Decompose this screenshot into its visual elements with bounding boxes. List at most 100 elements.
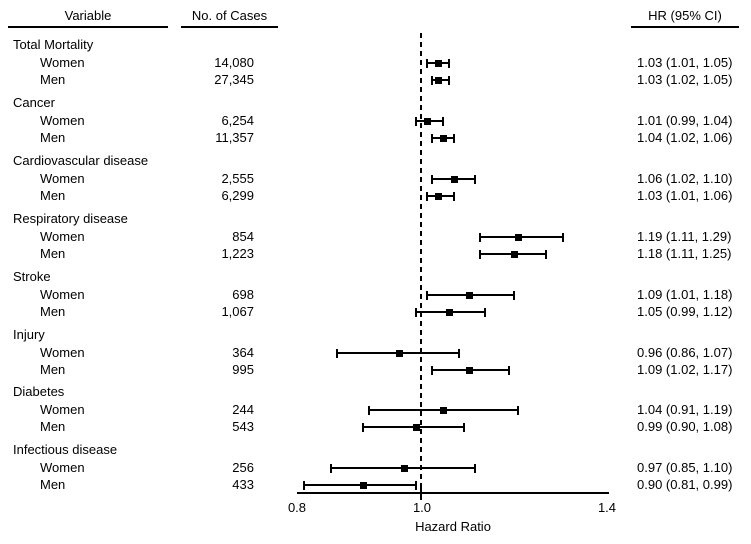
row-hr-value: 1.03 (1.02, 1.05) <box>637 72 733 87</box>
column-header-cases: No. of Cases <box>181 5 278 28</box>
column-header-hr: HR (95% CI) <box>631 5 739 28</box>
ci-cap-left <box>431 175 433 184</box>
row-cases-value: 6,299 <box>221 188 254 203</box>
group-label: Stroke <box>13 269 51 284</box>
x-axis-tick-label-1.4: 1.4 <box>597 500 617 515</box>
ci-cap-right <box>562 233 564 242</box>
row-cases-value: 11,357 <box>215 130 254 145</box>
ci-cap-right <box>453 192 455 201</box>
row-sex-label: Women <box>40 287 85 302</box>
row-hr-value: 1.06 (1.02, 1.10) <box>637 171 733 186</box>
row-hr-value: 1.18 (1.11, 1.25) <box>637 246 732 261</box>
row-cases-value: 995 <box>232 362 254 377</box>
group-label: Cardiovascular disease <box>13 153 149 168</box>
row-hr-value: 0.97 (0.85, 1.10) <box>637 460 733 475</box>
ci-cap-right <box>517 406 519 415</box>
row-cases-value: 27,345 <box>214 72 254 87</box>
point-estimate-marker <box>466 292 473 299</box>
row-hr-value: 1.04 (0.91, 1.19) <box>637 402 733 417</box>
point-estimate-marker <box>396 350 403 357</box>
point-estimate-marker <box>435 77 442 84</box>
row-sex-label: Women <box>40 171 85 186</box>
row-cases-value: 2,555 <box>221 171 254 186</box>
ci-cap-right <box>453 134 455 143</box>
row-sex-label: Men <box>40 130 66 145</box>
x-axis-line <box>297 492 609 494</box>
x-axis-tick-1.0 <box>420 485 422 500</box>
row-hr-value: 1.05 (0.99, 1.12) <box>637 304 733 319</box>
row-cases-value: 14,080 <box>214 55 254 70</box>
ci-cap-left <box>336 349 338 358</box>
point-estimate-marker <box>401 465 408 472</box>
ci-cap-right <box>415 481 417 490</box>
ci-line <box>480 236 564 238</box>
ci-cap-right <box>442 117 444 126</box>
ci-cap-left <box>368 406 370 415</box>
point-estimate-marker <box>440 407 447 414</box>
row-sex-label: Men <box>40 362 66 377</box>
ci-cap-right <box>474 464 476 473</box>
row-hr-value: 1.09 (1.02, 1.17) <box>637 362 733 377</box>
ci-cap-right <box>448 59 450 68</box>
ci-cap-left <box>431 76 433 85</box>
row-sex-label: Men <box>40 304 66 319</box>
ci-cap-left <box>330 464 332 473</box>
row-hr-value: 1.09 (1.01, 1.18) <box>637 287 733 302</box>
row-sex-label: Men <box>40 419 66 434</box>
row-cases-value: 256 <box>232 460 254 475</box>
group-label: Diabetes <box>13 384 65 399</box>
ci-cap-left <box>426 59 428 68</box>
row-sex-label: Women <box>40 402 85 417</box>
column-header-variable: Variable <box>8 5 168 28</box>
row-sex-label: Women <box>40 345 85 360</box>
group-label: Cancer <box>13 95 55 110</box>
ci-cap-left <box>426 192 428 201</box>
group-label: Injury <box>13 327 45 342</box>
point-estimate-marker <box>435 60 442 67</box>
point-estimate-marker <box>435 193 442 200</box>
row-sex-label: Women <box>40 460 85 475</box>
row-cases-value: 1,223 <box>221 246 254 261</box>
ci-cap-right <box>448 76 450 85</box>
ci-cap-left <box>303 481 305 490</box>
row-sex-label: Women <box>40 55 85 70</box>
ci-cap-right <box>458 349 460 358</box>
x-axis-tick-label-1.0: 1.0 <box>412 500 432 515</box>
point-estimate-marker <box>446 309 453 316</box>
row-hr-value: 1.19 (1.11, 1.29) <box>637 229 732 244</box>
row-cases-value: 543 <box>232 419 254 434</box>
point-estimate-marker <box>466 367 473 374</box>
ci-cap-right <box>484 308 486 317</box>
row-cases-value: 854 <box>232 229 254 244</box>
row-sex-label: Men <box>40 246 66 261</box>
x-axis-tick-label-0.8: 0.8 <box>287 500 307 515</box>
ci-cap-left <box>431 366 433 375</box>
point-estimate-marker <box>451 176 458 183</box>
row-hr-value: 1.03 (1.01, 1.06) <box>637 188 733 203</box>
row-sex-label: Women <box>40 229 85 244</box>
row-sex-label: Men <box>40 72 66 87</box>
point-estimate-marker <box>424 118 431 125</box>
row-hr-value: 1.01 (0.99, 1.04) <box>637 113 733 128</box>
point-estimate-marker <box>515 234 522 241</box>
ci-cap-left <box>431 134 433 143</box>
row-cases-value: 433 <box>232 477 254 492</box>
ci-cap-right <box>508 366 510 375</box>
ci-cap-left <box>415 117 417 126</box>
ci-cap-left <box>426 291 428 300</box>
x-axis-title: Hazard Ratio <box>415 519 491 534</box>
row-hr-value: 1.03 (1.01, 1.05) <box>637 55 733 70</box>
group-label: Respiratory disease <box>13 211 128 226</box>
row-hr-value: 0.90 (0.81, 0.99) <box>637 477 733 492</box>
row-cases-value: 364 <box>232 345 254 360</box>
ci-cap-right <box>545 250 547 259</box>
point-estimate-marker <box>440 135 447 142</box>
row-cases-value: 6,254 <box>221 113 254 128</box>
group-label: Total Mortality <box>13 37 94 52</box>
row-cases-value: 698 <box>232 287 254 302</box>
reference-line-hr-1 <box>420 33 422 489</box>
ci-cap-right <box>474 175 476 184</box>
row-cases-value: 1,067 <box>221 304 254 319</box>
row-hr-value: 0.99 (0.90, 1.08) <box>637 419 733 434</box>
